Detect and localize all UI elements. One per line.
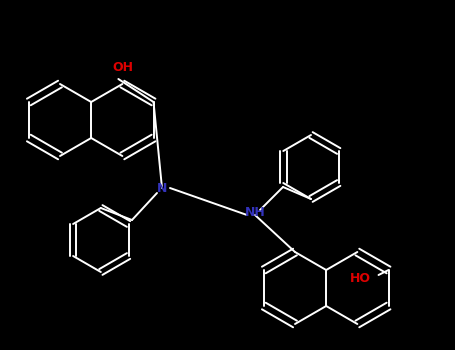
Text: N: N [157,182,167,195]
Text: OH: OH [113,61,134,74]
Text: NH: NH [245,206,265,219]
Text: HO: HO [349,272,370,285]
